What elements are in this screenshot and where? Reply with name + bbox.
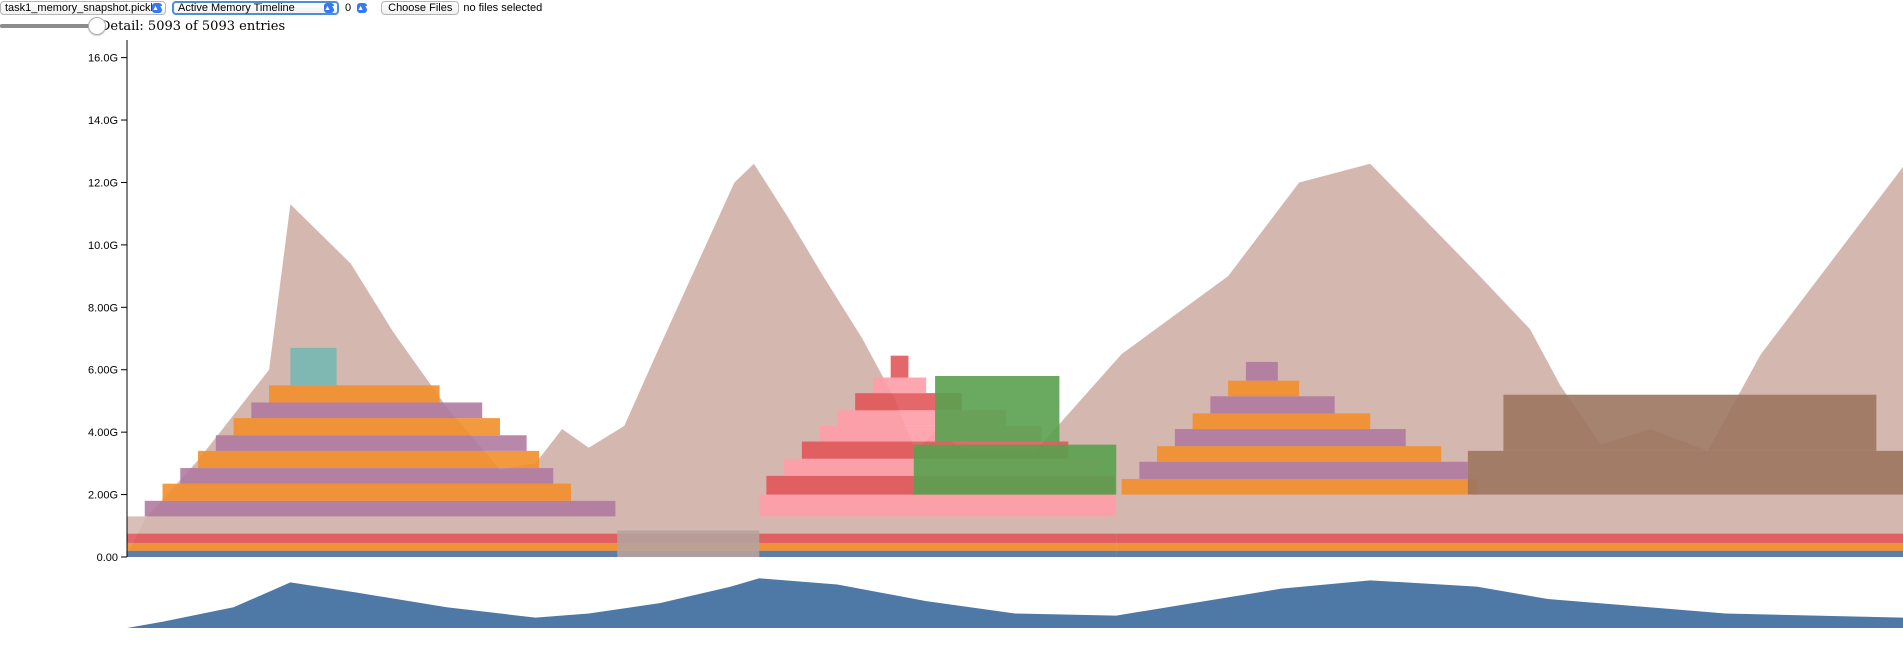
y-tick-label: 6.00G (88, 365, 118, 377)
snapshot-select-value: task1_memory_snapshot.pickle (1) (5, 2, 152, 14)
y-tick-label: 8.00G (88, 302, 118, 314)
allocation-block[interactable] (1228, 380, 1300, 397)
allocation-block[interactable] (1157, 446, 1442, 462)
allocation-block[interactable] (759, 494, 1117, 517)
y-tick-label: 10.0G (88, 240, 118, 252)
chart-area (127, 163, 1903, 557)
y-tick-label: 4.00G (88, 427, 118, 439)
allocation-block[interactable] (127, 542, 621, 551)
y-axis: 0.00 2.00G 4.00G 6.00G 8.00G 10.0G 12.0G 14.0G 1… (88, 40, 128, 564)
allocation-block[interactable] (1192, 413, 1371, 430)
allocation-block[interactable] (1467, 450, 1903, 495)
allocation-block[interactable] (127, 533, 621, 543)
allocation-block[interactable] (127, 516, 621, 534)
choose-files-button[interactable]: Choose Files (381, 1, 460, 15)
allocation-block[interactable] (620, 542, 1117, 551)
allocation-block[interactable] (1245, 361, 1278, 381)
allocation-block[interactable] (1116, 516, 1903, 534)
chevron-updown-icon: ▲▼ (357, 3, 371, 13)
allocation-block[interactable] (1121, 478, 1477, 495)
allocation-block[interactable] (269, 385, 440, 403)
total-memory-area[interactable] (127, 163, 1903, 557)
device-select-value: 0 (345, 2, 352, 14)
y-tick-label: 2.00G (88, 490, 118, 502)
file-status-text: no files selected (463, 2, 543, 14)
allocation-block[interactable] (180, 468, 554, 484)
allocation-block[interactable] (251, 402, 483, 419)
allocation-block[interactable] (1116, 542, 1903, 551)
detail-slider-handle[interactable] (88, 17, 106, 35)
allocation-block[interactable] (1116, 533, 1903, 543)
detail-row: Detail: 5093 of 5093 entries (0, 17, 285, 35)
allocation-block[interactable] (890, 355, 909, 378)
allocation-block[interactable] (620, 516, 1117, 534)
chevron-updown-icon: ▲▼ (152, 3, 166, 13)
snapshot-select[interactable]: task1_memory_snapshot.pickle (1) ▲▼ (0, 1, 166, 15)
allocation-block[interactable] (913, 444, 1117, 495)
view-mode-select[interactable]: Active Memory Timeline ▲▼ (172, 1, 339, 15)
allocation-block[interactable] (215, 435, 527, 451)
overview-area[interactable] (127, 578, 1903, 628)
allocation-block[interactable] (127, 550, 621, 557)
allocation-block[interactable] (1503, 394, 1877, 451)
allocation-block[interactable] (233, 418, 500, 436)
allocation-block[interactable] (617, 530, 760, 557)
chevron-updown-icon: ▲▼ (324, 3, 338, 13)
allocation-block[interactable] (1116, 494, 1903, 517)
allocation-block[interactable] (198, 450, 540, 469)
detail-label: Detail: 5093 of 5093 entries (100, 18, 286, 34)
allocation-block[interactable] (1174, 429, 1406, 447)
view-mode-select-value: Active Memory Timeline (178, 2, 295, 14)
y-tick-label: 12.0G (88, 177, 118, 189)
allocation-block[interactable] (1116, 550, 1903, 557)
allocation-block[interactable] (1139, 461, 1468, 479)
detail-slider[interactable] (0, 17, 106, 35)
allocation-block[interactable] (144, 500, 616, 517)
y-tick-label: 0.00 (97, 552, 118, 564)
allocation-block[interactable] (1210, 396, 1335, 414)
detail-slider-fill (0, 24, 96, 28)
allocation-block[interactable] (290, 347, 337, 386)
device-select[interactable]: 0 ▲▼ (345, 2, 371, 14)
toolbar: task1_memory_snapshot.pickle (1) ▲▼ Acti… (0, 0, 542, 16)
allocation-block[interactable] (620, 533, 1117, 543)
allocation-block[interactable] (620, 550, 1117, 557)
allocation-block[interactable] (855, 393, 962, 411)
y-tick-label: 16.0G (88, 53, 118, 65)
allocation-block[interactable] (872, 377, 927, 394)
allocation-block[interactable] (162, 483, 571, 501)
overview-minimap[interactable] (127, 578, 1903, 628)
allocation-block[interactable] (935, 375, 1060, 442)
y-tick-label: 14.0G (88, 115, 118, 127)
